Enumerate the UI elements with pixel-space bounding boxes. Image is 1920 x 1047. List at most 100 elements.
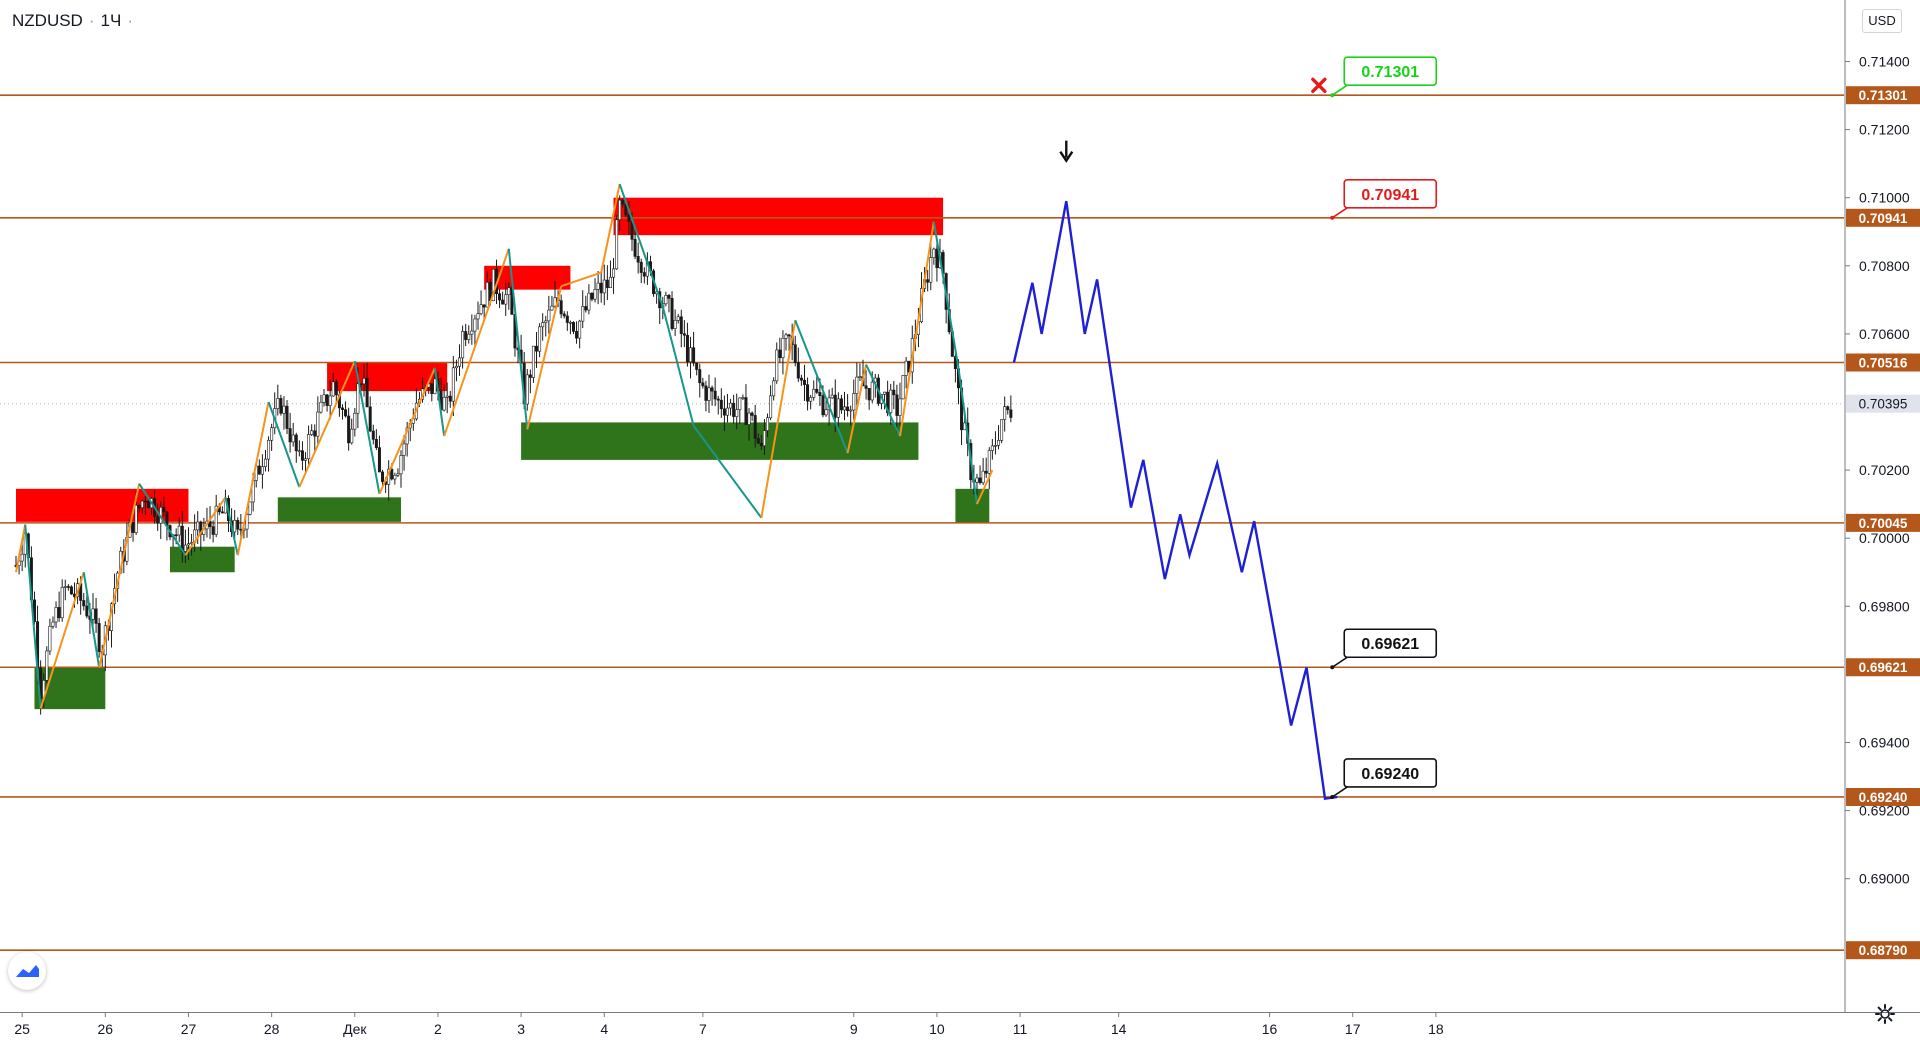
level-label-text: 0.70941 xyxy=(1859,211,1908,226)
currency-button[interactable]: USD xyxy=(1862,9,1902,33)
level-label-bg xyxy=(1846,658,1920,677)
candle-body xyxy=(174,534,178,537)
candle-body xyxy=(1000,419,1004,441)
candle-body xyxy=(741,397,745,399)
level-label-bg xyxy=(1846,941,1920,960)
candle-body xyxy=(821,395,825,416)
candle-body xyxy=(667,295,671,299)
price-tick-label: 0.69400 xyxy=(1859,735,1910,751)
candle-body xyxy=(571,322,575,332)
candle-body xyxy=(476,313,480,320)
candle-body xyxy=(501,299,505,305)
candle-body xyxy=(815,388,819,393)
candle-body xyxy=(756,438,760,444)
gear-icon[interactable] xyxy=(1873,1002,1897,1026)
candle-body xyxy=(935,248,939,269)
interval-label: 1Ч xyxy=(100,11,122,30)
candle-body xyxy=(747,412,751,425)
candle-body xyxy=(901,375,905,400)
candle-body xyxy=(140,500,144,509)
candle-body xyxy=(981,470,985,484)
candle-body xyxy=(260,466,264,475)
zigzag-segment xyxy=(526,285,563,430)
candle-body xyxy=(399,455,403,475)
candle-body xyxy=(864,385,868,389)
candle-body xyxy=(926,279,930,283)
title-separator: · xyxy=(88,11,95,30)
candle-body xyxy=(464,331,468,340)
zigzag-segment xyxy=(932,221,960,369)
candle-body xyxy=(381,471,385,482)
candle-body xyxy=(347,415,351,444)
candle-body xyxy=(744,397,748,425)
candle-body xyxy=(701,382,705,387)
candle-body xyxy=(775,349,779,382)
candle-body xyxy=(1003,406,1007,420)
symbol-title[interactable]: NZDUSD · 1Ч · xyxy=(12,11,139,31)
callout-box xyxy=(1343,758,1438,788)
price-tick-label: 0.69000 xyxy=(1859,871,1910,887)
candle-body xyxy=(695,362,699,370)
candle-body xyxy=(621,199,625,205)
candle-body xyxy=(528,374,532,378)
candle-body xyxy=(51,621,55,627)
candle-body xyxy=(929,257,933,283)
candle-body xyxy=(618,199,622,221)
candle-body xyxy=(639,261,643,273)
zigzag-segment xyxy=(224,497,239,556)
level-price-label: 0.68790 xyxy=(1846,941,1920,960)
level-price-label: 0.70516 xyxy=(1846,353,1920,372)
level-price-label: 0.69240 xyxy=(1846,787,1920,806)
zigzag-segment xyxy=(353,360,381,495)
candle-body xyxy=(541,322,545,328)
current-price-text: 0.70395 xyxy=(1859,397,1908,412)
candle-body xyxy=(538,326,542,352)
stop-stroke xyxy=(1311,77,1327,94)
candle-body xyxy=(735,409,739,417)
plot-area: 0.71301 0.70941 0.69621 0.69240 xyxy=(0,56,1844,952)
zigzag-segment xyxy=(184,496,227,556)
tradingview-logo-icon[interactable] xyxy=(8,952,46,990)
candle-body xyxy=(374,439,378,448)
price-tick-label: 0.71200 xyxy=(1859,122,1910,138)
candle-body xyxy=(725,407,729,416)
candle-body xyxy=(975,477,979,483)
zigzag-segment xyxy=(82,572,101,668)
candle-body xyxy=(883,391,887,395)
candle-body xyxy=(183,544,187,552)
candle-body xyxy=(818,392,822,396)
zigzag-segment xyxy=(976,469,994,505)
candle-body xyxy=(371,430,375,440)
candle-body xyxy=(704,385,708,401)
candle-body xyxy=(156,516,160,524)
level-label-bg xyxy=(1846,208,1920,227)
demand-zone xyxy=(170,546,235,573)
projection-path xyxy=(1012,200,1338,801)
candle-body xyxy=(66,586,70,588)
candle-body xyxy=(615,219,619,270)
candle-body xyxy=(581,306,585,322)
candle-body xyxy=(633,239,637,257)
candle-body xyxy=(685,334,689,363)
candle-body xyxy=(97,623,101,652)
time-tick-label: 11 xyxy=(1013,1021,1028,1037)
time-tick-label: 2 xyxy=(434,1021,442,1037)
candle-body xyxy=(608,276,612,288)
candle-body xyxy=(670,298,674,329)
time-tick-label: 18 xyxy=(1428,1021,1444,1037)
callout-box xyxy=(1343,628,1438,659)
candle-body xyxy=(162,506,166,513)
candle-body xyxy=(63,586,67,588)
candle-body xyxy=(94,608,98,624)
candle-body xyxy=(812,388,816,398)
candle-body xyxy=(473,318,477,332)
candle-body xyxy=(479,304,483,315)
level-label-text: 0.70516 xyxy=(1859,356,1908,371)
price-axis: 0.71400 0.71200 0.71000 0.70800 0.70600 0.702… xyxy=(1845,54,1920,960)
candle-body xyxy=(196,521,200,531)
time-tick-label: 17 xyxy=(1345,1021,1361,1037)
candle-body xyxy=(263,458,267,467)
zigzag-segment xyxy=(507,248,529,430)
